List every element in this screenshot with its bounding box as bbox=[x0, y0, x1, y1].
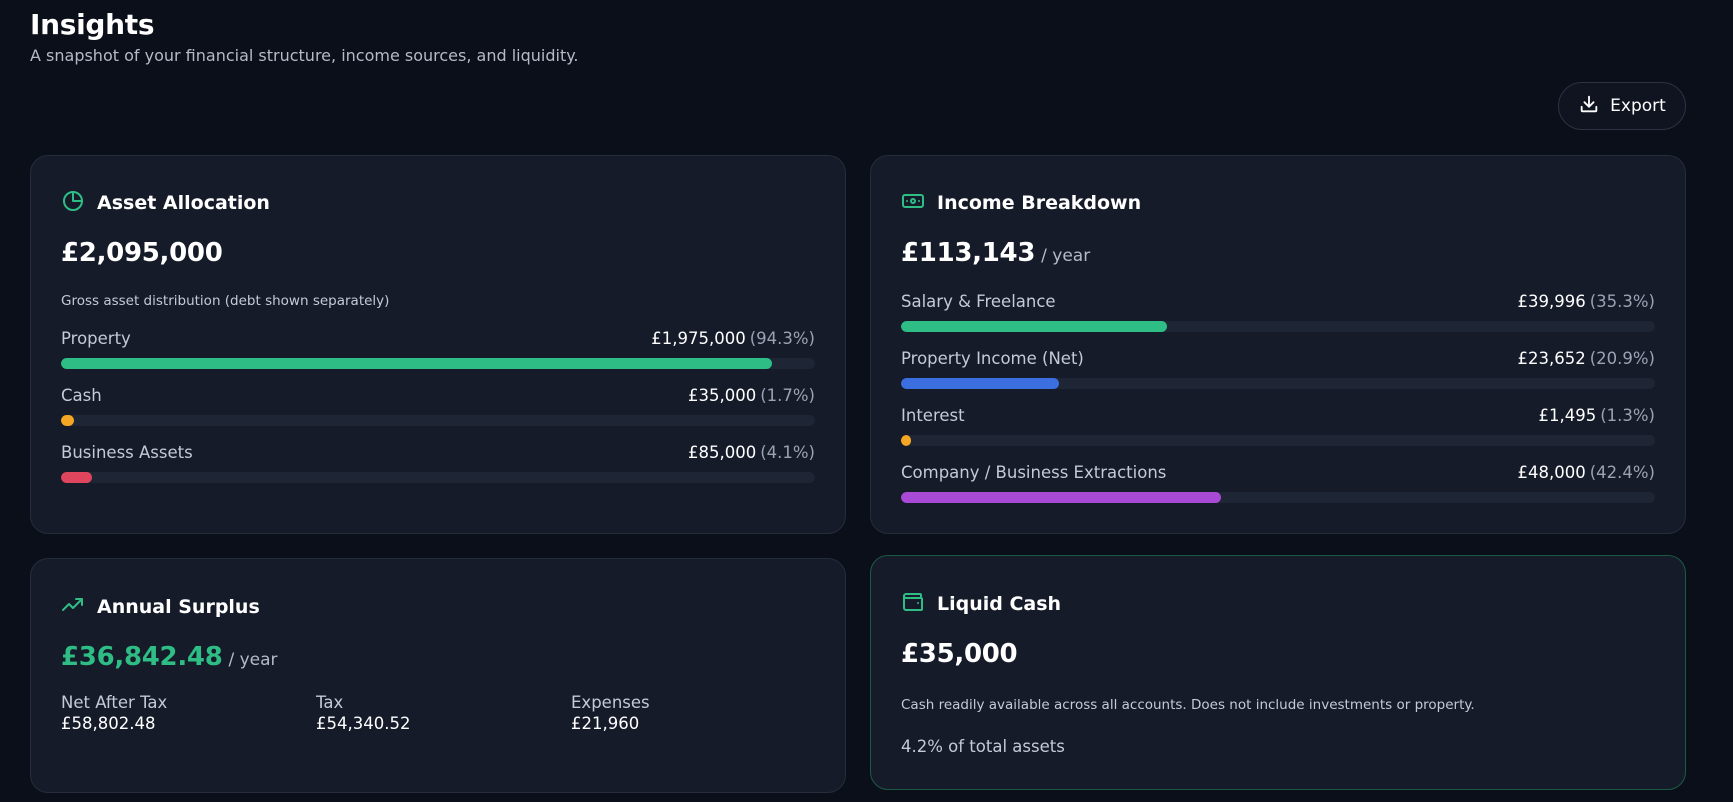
asset-allocation-card: Asset Allocation £2,095,000 Gross asset … bbox=[30, 155, 846, 534]
trending-up-icon bbox=[61, 593, 85, 621]
asset-allocation-description: Gross asset distribution (debt shown sep… bbox=[61, 293, 390, 309]
allocation-value: £85,000 (4.1%) bbox=[687, 443, 815, 462]
liquid-cash-footnote: 4.2% of total assets bbox=[901, 737, 1065, 756]
stat-expenses: Expenses £21,960 bbox=[571, 693, 650, 733]
income-breakdown-card: Income Breakdown £113,143/ year Salary &… bbox=[870, 155, 1686, 534]
income-bar-track bbox=[901, 378, 1655, 389]
allocation-label: Business Assets bbox=[61, 443, 193, 462]
stat-tax: Tax £54,340.52 bbox=[316, 693, 410, 733]
liquid-cash-card: Liquid Cash £35,000 Cash readily availab… bbox=[870, 555, 1686, 790]
income-breakdown-total: £113,143/ year bbox=[901, 238, 1091, 268]
annual-surplus-card: Annual Surplus £36,842.48/ year Net Afte… bbox=[30, 558, 846, 793]
stat-value: £58,802.48 bbox=[61, 714, 156, 733]
stat-net-after-tax: Net After Tax £58,802.48 bbox=[61, 693, 167, 733]
asset-allocation-title: Asset Allocation bbox=[97, 192, 270, 214]
liquid-cash-title: Liquid Cash bbox=[937, 593, 1062, 615]
income-bar-track bbox=[901, 492, 1655, 503]
allocation-bar-track bbox=[61, 358, 815, 369]
income-label: Interest bbox=[901, 406, 965, 425]
income-value: £1,495 (1.3%) bbox=[1538, 406, 1655, 425]
surplus-unit: / year bbox=[228, 650, 278, 670]
page-title: Insights bbox=[30, 8, 155, 41]
banknote-icon bbox=[901, 189, 925, 217]
income-bar-track bbox=[901, 321, 1655, 332]
allocation-bar-fill bbox=[61, 358, 773, 369]
liquid-cash-total: £35,000 bbox=[901, 639, 1018, 669]
allocation-bar-track bbox=[61, 472, 815, 483]
income-bar-fill bbox=[901, 435, 911, 446]
allocation-label: Cash bbox=[61, 386, 102, 405]
income-breakdown-title: Income Breakdown bbox=[937, 192, 1142, 214]
export-label: Export bbox=[1610, 96, 1666, 116]
income-bar-fill bbox=[901, 492, 1221, 503]
annual-surplus-title: Annual Surplus bbox=[97, 596, 260, 618]
wallet-icon bbox=[901, 590, 925, 618]
income-value: £23,652 (20.9%) bbox=[1517, 349, 1655, 368]
income-bar-fill bbox=[901, 378, 1059, 389]
income-label: Salary & Freelance bbox=[901, 292, 1056, 311]
income-bar-track bbox=[901, 435, 1655, 446]
income-value: £48,000 (42.4%) bbox=[1517, 463, 1655, 482]
stat-label: Tax bbox=[316, 693, 344, 712]
liquid-cash-description: Cash readily available across all accoun… bbox=[901, 697, 1475, 713]
allocation-label: Property bbox=[61, 329, 131, 348]
stat-label: Expenses bbox=[571, 693, 650, 712]
allocation-bar-fill bbox=[61, 472, 92, 483]
page-subtitle: A snapshot of your financial structure, … bbox=[30, 46, 579, 65]
annual-surplus-total: £36,842.48/ year bbox=[61, 642, 278, 672]
allocation-bar-fill bbox=[61, 415, 74, 426]
allocation-value: £35,000 (1.7%) bbox=[687, 386, 815, 405]
income-value: £39,996 (35.3%) bbox=[1517, 292, 1655, 311]
income-unit: / year bbox=[1041, 246, 1091, 266]
income-label: Property Income (Net) bbox=[901, 349, 1084, 368]
download-icon bbox=[1578, 93, 1600, 120]
allocation-bar-track bbox=[61, 415, 815, 426]
pie-chart-icon bbox=[61, 189, 85, 217]
allocation-value: £1,975,000 (94.3%) bbox=[651, 329, 815, 348]
export-button[interactable]: Export bbox=[1558, 82, 1686, 130]
income-bar-fill bbox=[901, 321, 1168, 332]
stat-value: £21,960 bbox=[571, 714, 640, 733]
asset-allocation-total: £2,095,000 bbox=[61, 238, 223, 268]
stat-label: Net After Tax bbox=[61, 693, 168, 712]
stat-value: £54,340.52 bbox=[316, 714, 411, 733]
income-label: Company / Business Extractions bbox=[901, 463, 1167, 482]
